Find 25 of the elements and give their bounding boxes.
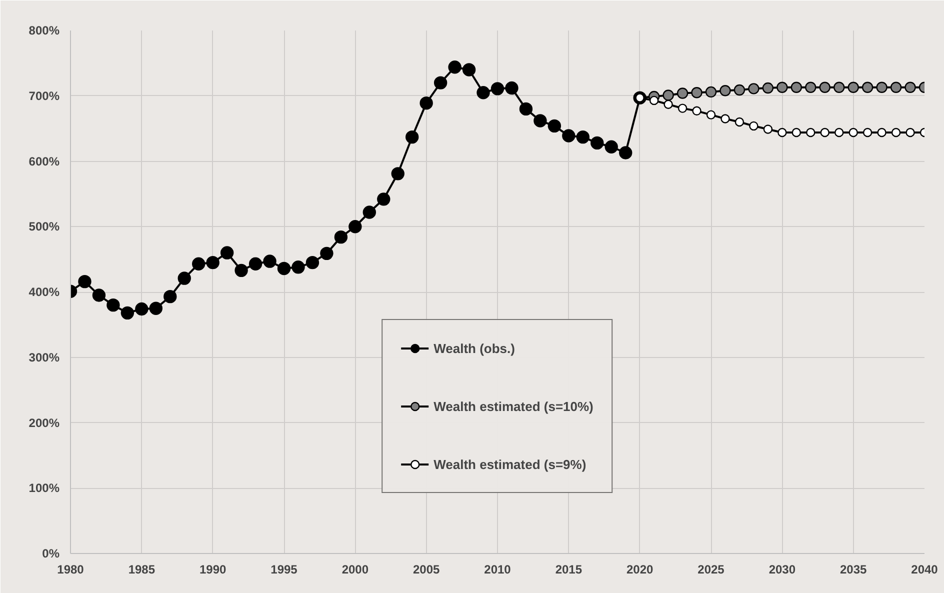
x-tick-label: 2005 xyxy=(412,562,440,576)
y-tick-label: 700% xyxy=(28,88,60,103)
y-tick-label: 400% xyxy=(28,285,60,299)
y-tick-label: 100% xyxy=(28,481,60,496)
y-tick-label: 200% xyxy=(28,416,60,430)
x-tick-label: 1985 xyxy=(128,562,156,576)
y-tick-label: 500% xyxy=(28,220,60,234)
legend-label: Wealth estimated (s=10%) xyxy=(434,398,594,414)
x-tick-label: 1995 xyxy=(270,562,298,576)
x-tick-label: 2020 xyxy=(626,562,654,576)
legend-label: Wealth (obs.) xyxy=(434,340,515,356)
y-tick-label: 300% xyxy=(28,350,60,364)
x-tick-label: 2030 xyxy=(768,562,796,576)
legend-label: Wealth estimated (s=9%) xyxy=(434,456,586,472)
x-tick-label: 2040 xyxy=(911,562,938,576)
x-tick-label: 2035 xyxy=(840,562,868,576)
x-tick-label: 2010 xyxy=(484,562,512,576)
x-tick-label: 2025 xyxy=(698,562,725,576)
x-tick-label: 2015 xyxy=(555,562,582,576)
x-tick-label: 1980 xyxy=(57,562,84,576)
y-tick-label: 0% xyxy=(42,546,60,560)
y-tick-label: 800% xyxy=(28,24,60,38)
y-tick-label: 600% xyxy=(28,154,60,168)
x-tick-label: 1990 xyxy=(199,562,227,576)
x-tick-label: 2000 xyxy=(342,562,369,576)
